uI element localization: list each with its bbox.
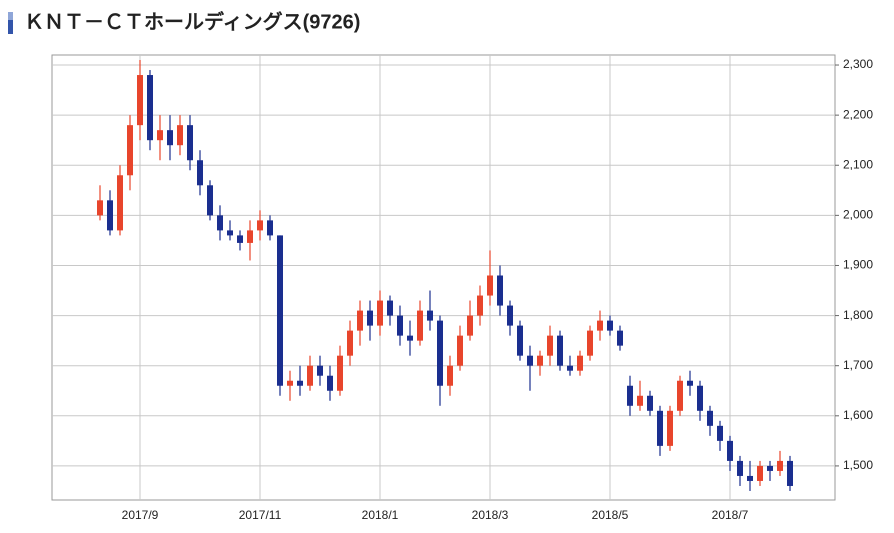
candle-body [367,310,373,326]
candle-body [327,375,333,391]
candle-body [127,125,133,176]
candle-body [207,185,213,216]
candle-body [787,460,793,486]
candle-body [587,330,593,356]
candle-body [747,475,753,481]
candle-body [717,425,723,441]
candle-body [667,410,673,446]
candle-body [427,310,433,321]
candle-body [687,380,693,386]
x-tick-label: 2018/7 [712,508,749,522]
candle-body [727,440,733,461]
candle-body [157,130,163,141]
candle-body [707,410,713,426]
x-tick-label: 2017/11 [239,508,282,522]
candle-body [267,220,273,236]
candle-body [407,335,413,341]
chart-title: ＫＮＴ－ＣＴホールディングス(9726) [24,9,360,33]
x-tick-label: 2017/9 [122,508,159,522]
candle-body [637,395,643,406]
candle-body [397,315,403,336]
candle-body [117,175,123,231]
candle-body [657,410,663,446]
y-tick-label: 1,900 [843,258,873,272]
candle-body [537,355,543,366]
candle-body [517,325,523,356]
candle-body [757,465,763,481]
x-tick-label: 2018/1 [362,508,399,522]
candle-body [387,300,393,316]
y-tick-label: 1,500 [843,458,873,472]
candle-body [277,235,283,386]
candle-body [497,275,503,306]
candle-body [447,365,453,386]
x-tick-label: 2018/5 [592,508,629,522]
candle-body [227,230,233,236]
candle-body [697,385,703,411]
candle-body [357,310,363,331]
candle-body [547,335,553,356]
candle-body [147,75,153,141]
candle-body [177,125,183,146]
candle-body [617,330,623,346]
candle-body [767,465,773,471]
candle-body [467,315,473,336]
candle-body [137,75,143,126]
candle-body [567,365,573,371]
candle-body [417,310,423,341]
y-tick-label: 2,100 [843,157,873,171]
y-tick-label: 1,800 [843,308,873,322]
candle-body [247,230,253,243]
candle-body [507,305,513,326]
candle-body [257,220,263,231]
candle-body [287,380,293,386]
candle-body [677,380,683,411]
candle-body [577,355,583,371]
candle-body [237,235,243,243]
title-icon [8,12,13,34]
x-tick-label: 2018/3 [472,508,509,522]
candle-body [197,160,203,186]
candle-body [377,300,383,326]
candle-body [777,460,783,471]
plot-frame [51,54,836,501]
candle-body [477,295,483,316]
candle-body [737,460,743,476]
y-tick-label: 2,300 [843,57,873,71]
candle-body [297,380,303,386]
candle-body [487,275,493,296]
candle-body [597,320,603,331]
candle-body [97,200,103,216]
y-tick-label: 2,000 [843,208,873,222]
candle-body [607,320,613,331]
y-tick-label: 2,200 [843,107,873,121]
candle-body [107,200,113,231]
candle-body [647,395,653,411]
candle-body [167,130,173,146]
candle-body [437,320,443,386]
candle-body [307,365,313,386]
candle-body [627,385,633,406]
candle-body [557,335,563,366]
title-icon-top [8,12,13,20]
candle-body [187,125,193,161]
candle-body [217,215,223,231]
y-tick-label: 1,600 [843,408,873,422]
candle-body [457,335,463,366]
candle-body [347,330,353,356]
candle-body [527,355,533,366]
candle-body [317,365,323,376]
y-tick-label: 1,700 [843,358,873,372]
candle-body [337,355,343,391]
